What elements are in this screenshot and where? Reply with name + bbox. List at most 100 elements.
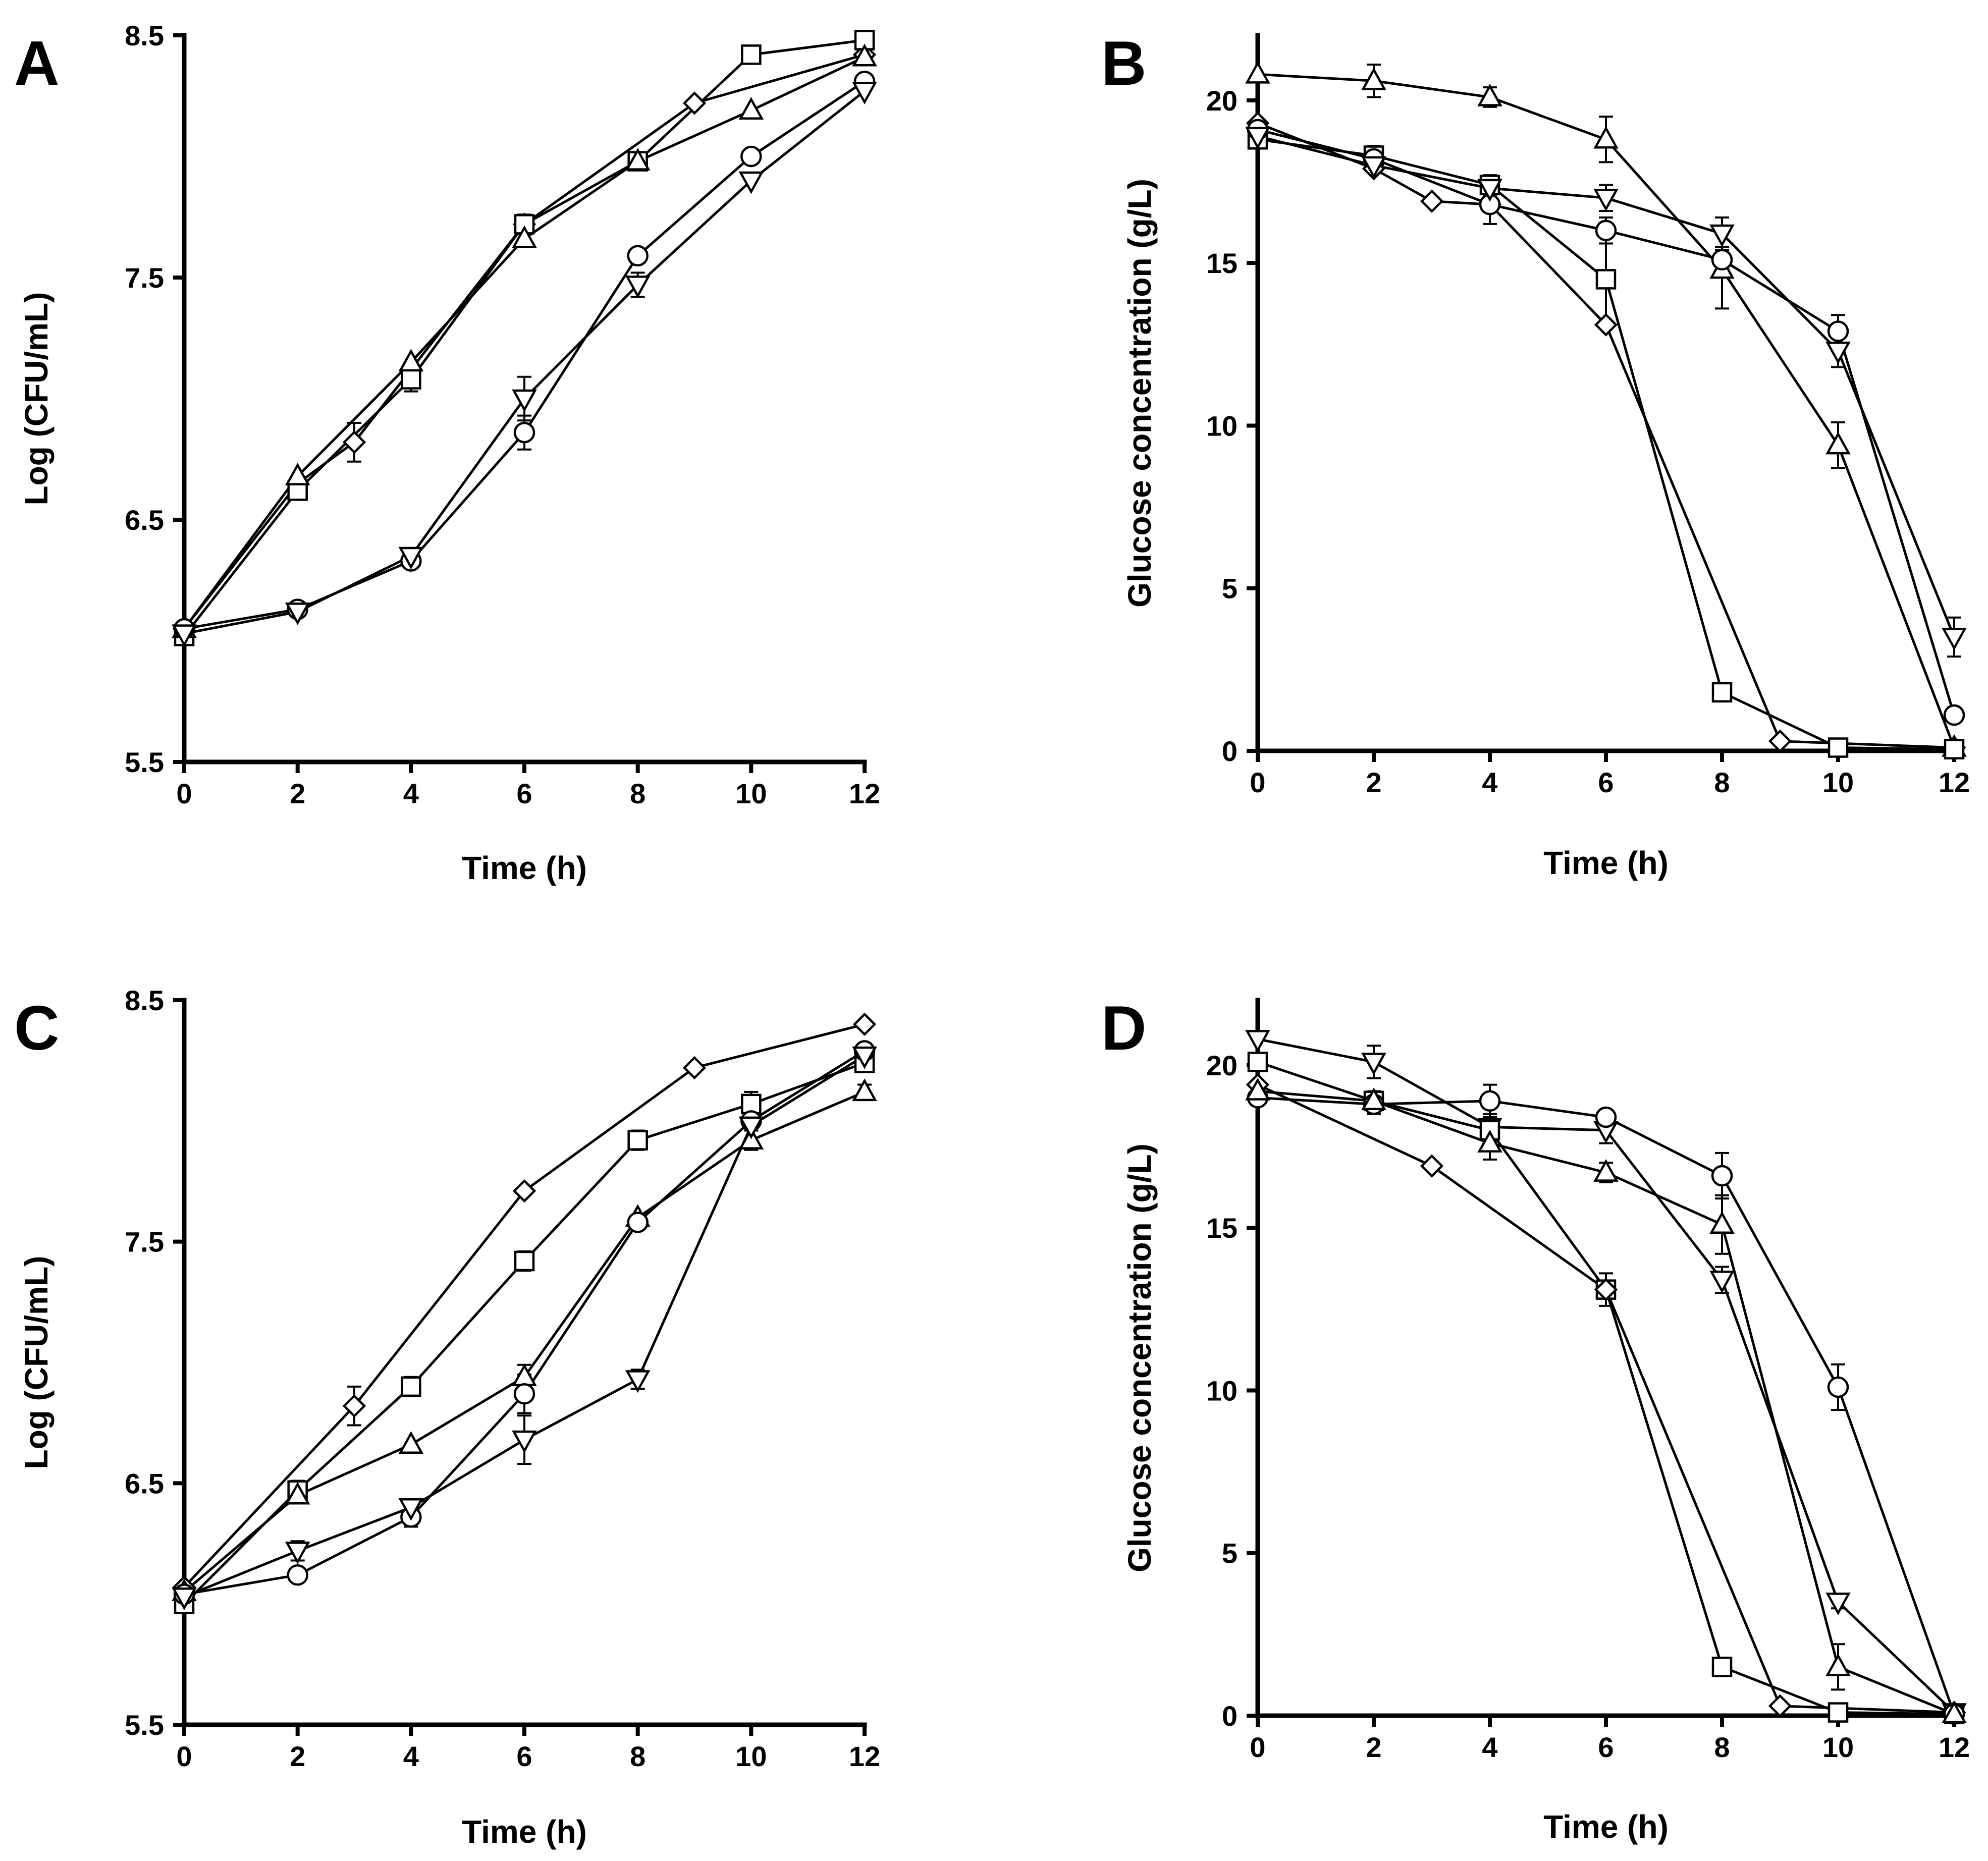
panel-b-series-triangle-up-point: [1361, 67, 1386, 90]
panel-d-series-triangle-up-point: [1477, 1129, 1502, 1153]
panel-a-series-triangle-down-point: [512, 389, 537, 412]
panel-b-series-square-point: [1828, 737, 1849, 758]
panel-b-x-tick-label: 4: [1482, 767, 1497, 798]
panel-c-x-tick-label: 0: [176, 1740, 192, 1772]
panel-b-x-tick-label: 2: [1366, 767, 1381, 798]
panel-a-series-triangle-down-point: [398, 546, 424, 570]
panel-c-series-triangle-down-line: [184, 1054, 866, 1598]
panel-b-x-tick-label: 12: [1939, 767, 1970, 798]
panel-c-series-diamond-point: [682, 1056, 707, 1080]
panel-a-series-triangle-down-point: [852, 82, 877, 105]
panel-d-letter: D: [1101, 994, 1147, 1063]
panel-c-series-triangle-up-point: [852, 1078, 877, 1102]
panel-b-series-diamond-point: [1594, 313, 1618, 337]
panel-b: B 0 5 10 15 20 0 2 4 6 8 10 12 Time (h) Glucose concen…: [1101, 29, 1970, 881]
panel-c-series-square-point: [627, 1130, 648, 1151]
panel-a-series-triangle-down-point: [285, 603, 310, 626]
panel-a-y-tick-label: 5.5: [125, 746, 164, 778]
panel-b-y-tick-label: 0: [1222, 735, 1238, 767]
panel-b-y-axis-title: Glucose concentration (g/L): [1121, 179, 1158, 608]
panel-a-series-triangle-up-point: [398, 349, 424, 372]
panel-b-letter: B: [1101, 29, 1147, 98]
panel-b-series-diamond-point: [1768, 729, 1792, 753]
panel-c-letter: C: [14, 994, 60, 1063]
panel-a-series-circle-point: [627, 245, 649, 267]
panel-b-series-triangle-up-point: [1477, 83, 1502, 106]
panel-d-series-circle-line: [1257, 1096, 1956, 1715]
panel-c-series-square-point: [514, 1250, 535, 1272]
panel-a-x-tick-label: 8: [630, 778, 646, 809]
panel-b-x-tick-label: 6: [1598, 767, 1614, 798]
panel-a-series-triangle-up-point: [852, 43, 877, 67]
panel-d-x-tick-label: 6: [1598, 1731, 1614, 1763]
panel-b-series-triangle-up-point: [1245, 61, 1270, 84]
panel-a-series-circle-point: [740, 145, 762, 168]
panel-c-series-triangle-down-point: [398, 1498, 424, 1521]
panel-c-series-triangle-down-point: [172, 1588, 197, 1610]
panel-d-x-tick-label: 0: [1250, 1731, 1265, 1763]
panel-a-series-square-line: [183, 39, 865, 637]
panel-d-series-diamond-point: [1768, 1694, 1792, 1718]
panel-c-x-tick-label: 10: [735, 1740, 767, 1772]
panel-c-x-tick-label: 2: [290, 1740, 305, 1772]
panel-a-series-diamond-line: [183, 53, 865, 630]
panel-d-x-tick-label: 12: [1939, 1731, 1970, 1763]
panel-a-letter: A: [14, 29, 60, 98]
panel-c-series-square-line: [183, 1062, 865, 1605]
panel-a-x-axis-title: Time (h): [462, 850, 587, 886]
panel-d-x-tick-label: 10: [1822, 1731, 1854, 1763]
panel-b-y-tick-label: 15: [1206, 247, 1238, 279]
panel-b-series-triangle-down-point: [1709, 224, 1735, 247]
panel-d-series-triangle-up-line: [1257, 1090, 1955, 1716]
panel-d-series-square-point: [1247, 1052, 1268, 1072]
panel-c-y-axis-title: Log (CFU/mL): [18, 1256, 55, 1469]
panel-a-series-square-point: [401, 369, 421, 390]
panel-c-series-triangle-down-point: [285, 1542, 310, 1565]
panel-c-x-tick-label: 6: [516, 1740, 532, 1772]
panel-b-series-triangle-down-point: [1245, 127, 1270, 150]
panel-d-x-axis-title: Time (h): [1543, 1809, 1669, 1845]
panel-b-series-circle-point: [1943, 704, 1965, 726]
panel-b-series-triangle-up-point: [1593, 126, 1619, 149]
panel-d-series-circle-point: [1827, 1376, 1849, 1398]
panel-b-x-tick-label: 8: [1714, 767, 1730, 798]
panel-c: C 5.5 6.5 7.5 8.5 0 2 4 6 8 10 12 Time (h) Log (CFU/m…: [14, 984, 880, 1850]
panel-c-y-tick-label: 5.5: [125, 1709, 164, 1741]
panel-d-series-diamond-point: [1594, 1278, 1618, 1301]
panel-a-x-tick-label: 4: [403, 778, 419, 809]
panel-c-series-square-point: [401, 1376, 421, 1397]
panel-d-series-diamond-point: [1420, 1154, 1444, 1178]
panel-c-series-diamond-point: [342, 1394, 366, 1418]
panel-a-x-tick-label: 0: [176, 778, 192, 809]
panel-d: D 0 5 10 15 20 0 2 4 6 8 10 12 Time (h) Glucose concen…: [1101, 994, 1970, 1845]
panel-a-x-tick-label: 12: [849, 778, 880, 809]
panel-a-series-diamond-point: [682, 91, 707, 115]
panel-a-series-triangle-up-line: [183, 56, 866, 630]
panel-a-series-circle-point: [513, 421, 535, 444]
panel-b-series-triangle-down-point: [1593, 189, 1619, 211]
panel-a-x-tick-label: 2: [290, 778, 305, 809]
panel-a-series-triangle-down-point: [625, 276, 651, 299]
panel-d-y-tick-label: 10: [1206, 1375, 1238, 1406]
panel-d-series-triangle-down-point: [1825, 1593, 1851, 1616]
panel-d-x-tick-label: 4: [1482, 1731, 1497, 1763]
panel-c-x-tick-label: 4: [403, 1740, 419, 1772]
panel-b-y-tick-label: 20: [1206, 85, 1238, 117]
panel-a-x-tick-label: 6: [516, 778, 532, 809]
panel-c-series-triangle-up-point: [285, 1482, 310, 1505]
panel-d-series-triangle-down-point: [1361, 1053, 1386, 1076]
panel-c-y-tick-label: 8.5: [125, 984, 164, 1016]
panel-c-series-circle-line: [184, 1050, 866, 1596]
panel-b-x-tick-label: 10: [1822, 767, 1854, 798]
panel-b-series-triangle-down-point: [1477, 179, 1502, 202]
panel-a-series-triangle-up-point: [512, 225, 537, 248]
panel-c-series-circle-point: [627, 1212, 649, 1233]
panel-c-series-diamond-point: [512, 1179, 536, 1203]
panel-a: A 5.5 6.5 7.5 8.5 0 2 4 6 8 10 12 Time (h) Log (CFU/m…: [14, 20, 880, 886]
panel-d-series-circle-point: [1711, 1165, 1733, 1187]
panel-d-series-circle-point: [1595, 1106, 1617, 1128]
panel-b-series-triangle-down-point: [1825, 341, 1851, 364]
panel-a-y-tick-label: 8.5: [125, 20, 164, 51]
panel-c-series-triangle-down-point: [738, 1116, 764, 1139]
panel-b-series-circle-point: [1711, 249, 1733, 270]
